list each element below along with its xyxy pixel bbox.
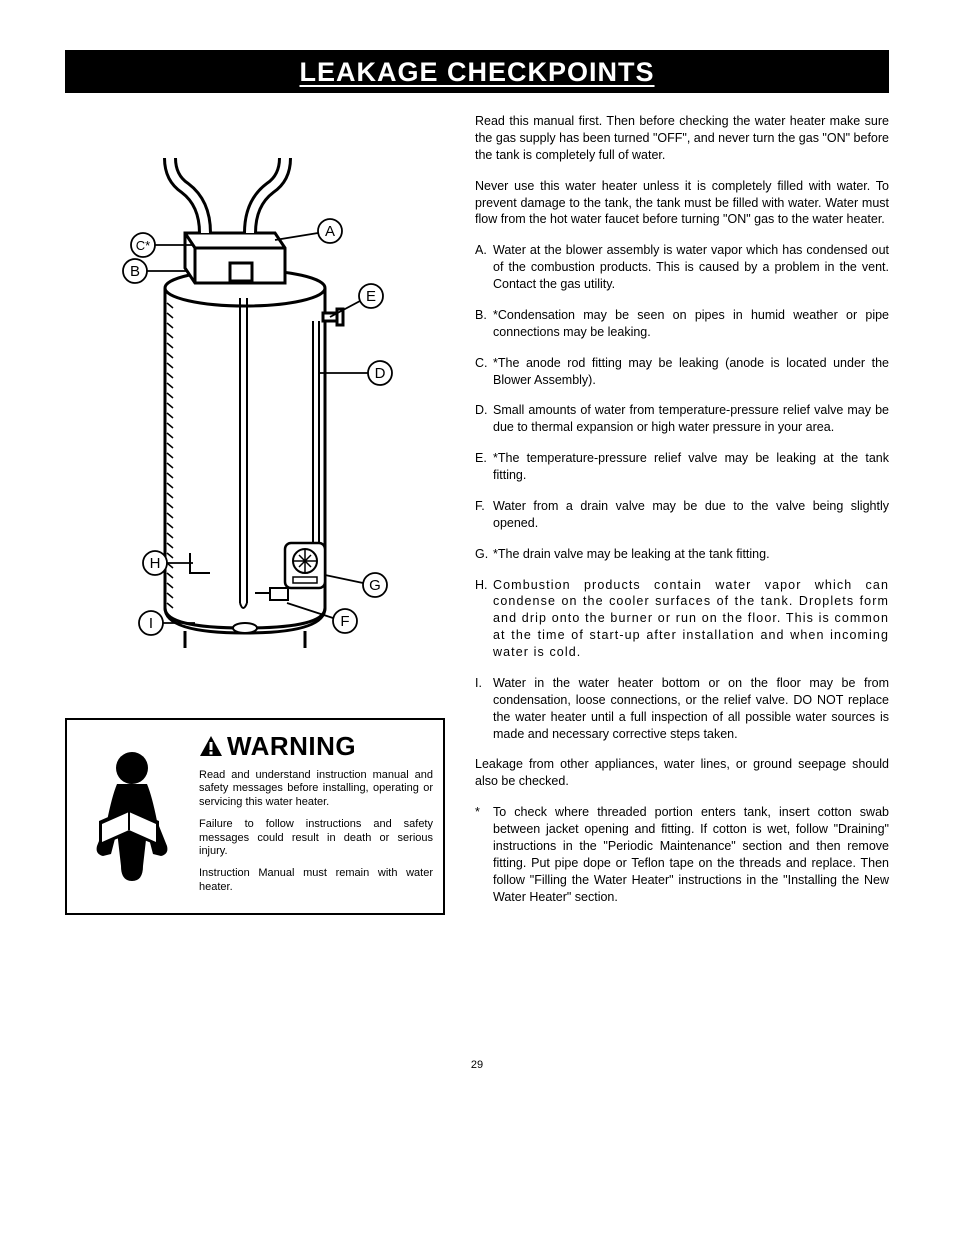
item-text-d: Small amounts of water from temperature-…: [493, 402, 889, 436]
warning-heading: WARNING: [199, 730, 433, 763]
footnote-star: *: [475, 804, 493, 905]
svg-text:C*: C*: [136, 238, 150, 253]
item-letter: D.: [475, 402, 493, 436]
svg-text:G: G: [369, 577, 381, 594]
intro-paragraph-1: Read this manual first. Then before chec…: [475, 113, 889, 164]
heater-diagram: A C* B E: [65, 113, 445, 688]
item-letter: B.: [475, 307, 493, 341]
item-letter: A.: [475, 242, 493, 293]
item-text-h: Combustion products contain water vapor …: [493, 577, 889, 661]
item-text-a: Water at the blower assembly is water va…: [493, 242, 889, 293]
item-letter: G.: [475, 546, 493, 563]
footer-paragraph-1: Leakage from other appliances, water lin…: [475, 756, 889, 790]
item-text-b: *Condensation may be seen on pipes in hu…: [493, 307, 889, 341]
reading-manual-icon: [77, 730, 187, 903]
warning-text-1: Read and understand instruction manual a…: [199, 769, 433, 810]
item-text-i: Water in the water heater bottom or on t…: [493, 675, 889, 743]
item-letter: E.: [475, 450, 493, 484]
item-text-g: *The drain valve may be leaking at the t…: [493, 546, 889, 563]
page-title: LEAKAGE CHECKPOINTS: [65, 50, 889, 93]
item-letter: I.: [475, 675, 493, 743]
warning-text-2: Failure to follow instructions and safet…: [199, 818, 433, 859]
item-letter: H.: [475, 577, 493, 661]
footnote-text: To check where threaded portion enters t…: [493, 804, 889, 905]
item-text-e: *The temperature-pressure relief valve m…: [493, 450, 889, 484]
warning-text-3: Instruction Manual must remain with wate…: [199, 867, 433, 895]
svg-text:H: H: [150, 555, 161, 572]
checkpoint-list: A.Water at the blower assembly is water …: [475, 242, 889, 742]
svg-text:B: B: [130, 263, 140, 280]
svg-text:D: D: [375, 365, 386, 382]
warning-triangle-icon: [199, 735, 223, 757]
svg-text:I: I: [149, 615, 153, 632]
svg-text:F: F: [340, 613, 349, 630]
svg-text:E: E: [366, 288, 376, 305]
page-number: 29: [65, 1059, 889, 1071]
item-text-f: Water from a drain valve may be due to t…: [493, 498, 889, 532]
svg-text:A: A: [325, 223, 335, 240]
warning-box: WARNING Read and understand instruction …: [65, 718, 445, 915]
item-letter: F.: [475, 498, 493, 532]
item-text-c: *The anode rod fitting may be leaking (a…: [493, 355, 889, 389]
intro-paragraph-2: Never use this water heater unless it is…: [475, 178, 889, 229]
item-letter: C.: [475, 355, 493, 389]
